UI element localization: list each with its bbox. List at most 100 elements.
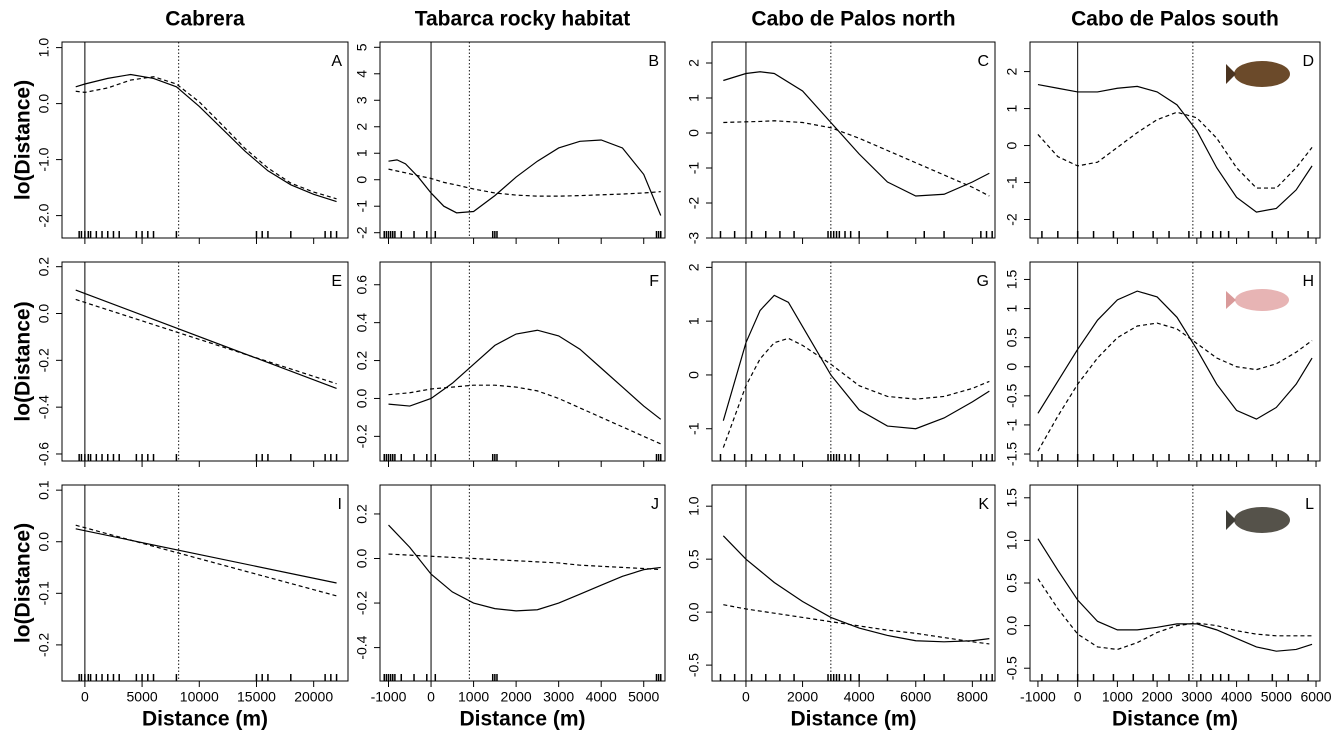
curve (722, 337, 990, 448)
y-tick-label: 1 (1004, 304, 1020, 312)
y-tick-label: 0.6 (354, 275, 370, 295)
curve (388, 524, 661, 612)
y-tick-label: -1.0 (36, 147, 52, 171)
y-tick-label: -0.1 (36, 581, 52, 605)
x-tick-label: 1000 (458, 689, 489, 705)
y-tick-label: -2.0 (36, 203, 52, 227)
y-tick-label: 5 (354, 43, 370, 51)
x-tick-label: 20000 (294, 689, 333, 705)
y-tick-label: -1 (686, 422, 702, 435)
plot-frame (711, 484, 996, 682)
y-tick-label: -0.6 (36, 442, 52, 466)
y-tick-label: 0.0 (36, 532, 52, 552)
curve (1037, 322, 1313, 452)
y-tick-label: -1 (1004, 418, 1020, 431)
plot-frame (61, 484, 349, 682)
x-tick-label: 0 (742, 689, 750, 705)
y-tick-label: -0.2 (36, 348, 52, 372)
y-tick-label: -0.2 (354, 424, 370, 448)
y-tick-label: 0.4 (354, 313, 370, 333)
y-tick-label: 1 (354, 149, 370, 157)
y-tick-label: 3 (354, 96, 370, 104)
panel-letter: F (649, 273, 659, 290)
plot-frame (61, 41, 349, 239)
y-axis-label: lo(Distance) (12, 80, 35, 200)
x-tick-label: 0 (1074, 689, 1082, 705)
y-tick-label: 1.5 (1004, 270, 1020, 290)
y-tick-label: -1 (686, 162, 702, 175)
panel-letter: J (651, 496, 659, 513)
y-tick-label: -2 (354, 226, 370, 239)
curve (388, 329, 662, 420)
curve (75, 289, 337, 389)
y-tick-label: 1.0 (1004, 530, 1020, 550)
panel-letter: L (1305, 496, 1314, 513)
x-tick-label: 4000 (1221, 689, 1252, 705)
column-title: Tabarca rocky habitat (415, 8, 631, 31)
y-tick-label: -0.5 (686, 653, 702, 677)
column-title: Cabrera (165, 8, 245, 31)
y-tick-label: 0.5 (1004, 573, 1020, 593)
x-tick-label: 0 (427, 689, 435, 705)
plot-frame (711, 41, 996, 239)
fish-icon (1226, 289, 1289, 311)
y-tick-label: 0.2 (354, 504, 370, 524)
y-tick-label: 2 (1004, 67, 1020, 75)
plot-frame (379, 41, 666, 239)
panel-letter: C (977, 53, 989, 70)
x-tick-label: 3000 (543, 689, 574, 705)
x-tick-label: 15000 (237, 689, 276, 705)
y-tick-label: -2 (686, 197, 702, 210)
y-tick-label: 0.1 (36, 480, 52, 500)
y-tick-label: 2 (686, 59, 702, 67)
y-tick-label: 4 (354, 70, 370, 78)
x-tick-label: 2000 (787, 689, 818, 705)
y-tick-label: 0.2 (354, 351, 370, 371)
x-tick-label: 6000 (900, 689, 931, 705)
y-tick-label: -0.4 (354, 635, 370, 659)
x-tick-label: 4000 (844, 689, 875, 705)
x-tick-label: 5000 (628, 689, 659, 705)
x-tick-label: 2000 (501, 689, 532, 705)
x-tick-label: 6000 (1300, 689, 1331, 705)
x-axis-label: Distance (m) (459, 708, 585, 731)
y-tick-label: -0.5 (1004, 656, 1020, 680)
y-tick-label: -0.4 (36, 395, 52, 419)
x-axis-label: Distance (m) (142, 708, 268, 731)
y-tick-label: 0 (686, 129, 702, 137)
panel-letter: B (648, 53, 659, 70)
x-tick-label: -1000 (1020, 689, 1056, 705)
y-tick-label: 1 (686, 94, 702, 102)
curve (1037, 83, 1313, 213)
y-tick-label: 2 (354, 123, 370, 131)
plot-frame (1029, 261, 1321, 462)
y-tick-label: -0.2 (354, 591, 370, 615)
x-tick-label: 8000 (957, 689, 988, 705)
y-tick-label: 1.5 (1004, 488, 1020, 508)
curve (723, 71, 990, 197)
y-tick-label: 0.0 (354, 389, 370, 409)
panel-letter: G (977, 273, 989, 290)
y-tick-label: 0 (1004, 141, 1020, 149)
plot-frame (61, 261, 349, 462)
curve (722, 535, 990, 643)
y-tick-label: -1 (354, 200, 370, 213)
curve (75, 298, 337, 385)
y-tick-label: 0.2 (36, 257, 52, 277)
y-tick-label: 0 (1004, 363, 1020, 371)
plot-frame (379, 261, 666, 462)
y-tick-label: -1 (1004, 176, 1020, 189)
curve (75, 528, 337, 584)
curve (388, 384, 661, 445)
y-tick-label: 0.0 (686, 602, 702, 622)
curve (723, 604, 990, 645)
curve (722, 294, 990, 430)
y-tick-label: -0.2 (36, 633, 52, 657)
panel-letter: E (331, 273, 342, 290)
x-tick-label: 2000 (1142, 689, 1173, 705)
y-tick-label: -3 (686, 232, 702, 245)
curve (723, 120, 990, 197)
y-axis-label: lo(Distance) (12, 301, 35, 421)
panel-letter: I (338, 496, 342, 513)
